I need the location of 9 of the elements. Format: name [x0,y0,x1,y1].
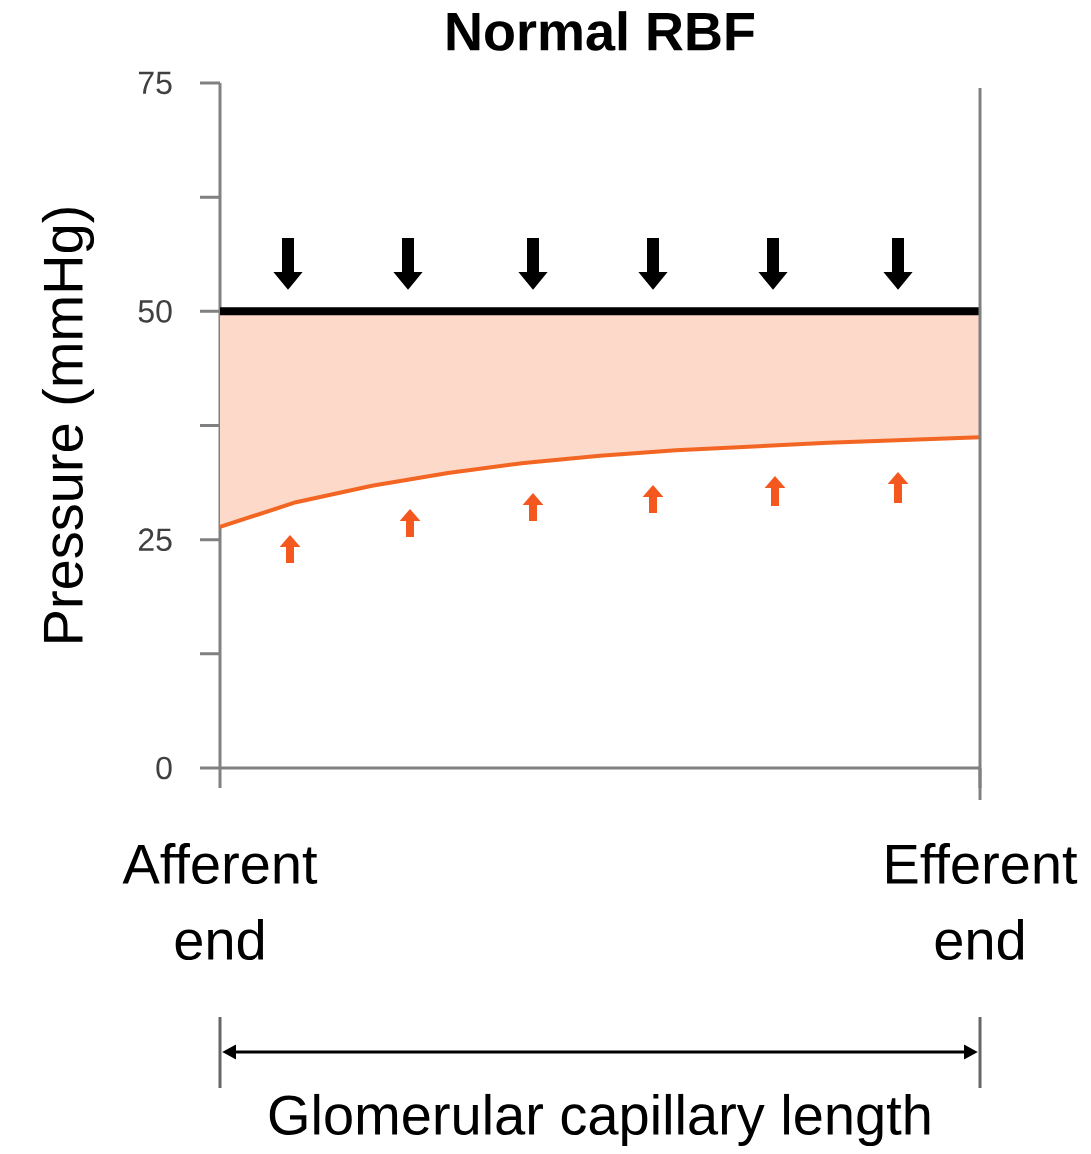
y-tick-label: 25 [139,528,172,551]
x-tick-label: Afferent end [122,843,318,961]
y-tick-label: 0 [156,756,172,780]
x-tick-label: Efferent end [887,843,1078,961]
chart-title: Normal RBF [447,11,755,51]
y-tick-label: 75 [139,71,172,95]
x-axis-title: Glomerular capillary length [269,1093,930,1147]
y-axis-title: Pressure (mmHg) [42,208,95,642]
y-tick-label: 50 [138,300,172,323]
